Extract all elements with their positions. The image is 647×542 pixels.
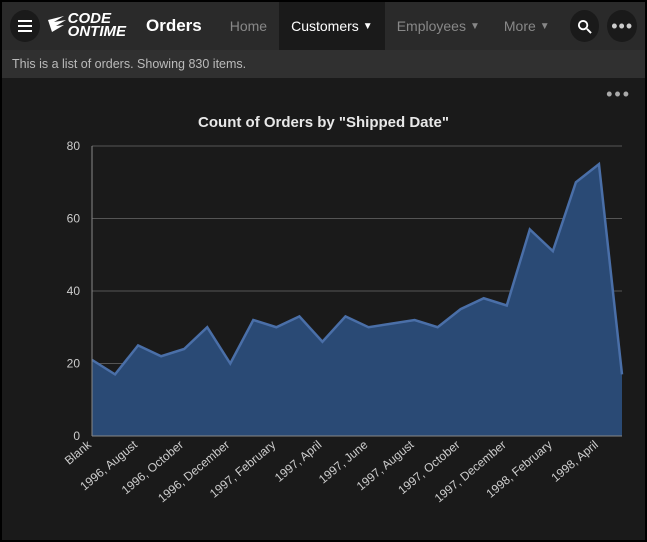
svg-text:40: 40 <box>67 284 81 298</box>
search-button[interactable] <box>570 10 600 42</box>
chevron-down-icon: ▼ <box>540 21 550 32</box>
chart-title: Count of Orders by "Shipped Date" <box>12 114 635 131</box>
nav-home-label: Home <box>230 18 267 34</box>
chart: Count of Orders by "Shipped Date" 0 20 40 6… <box>12 88 635 538</box>
nav-customers-label: Customers <box>291 18 359 34</box>
status-bar: This is a list of orders. Showing 830 it… <box>2 50 645 78</box>
logo-line2: ONTIME <box>68 26 126 39</box>
more-actions-button[interactable]: ••• <box>607 10 637 42</box>
page-title: Orders <box>134 2 218 50</box>
logo-wing-icon <box>48 16 66 36</box>
svg-text:1998, April: 1998, April <box>548 438 600 485</box>
hamburger-icon <box>17 18 33 34</box>
svg-text:20: 20 <box>67 357 81 371</box>
logo: CODE ONTIME <box>48 13 126 39</box>
nav-employees[interactable]: Employees ▼ <box>385 2 492 50</box>
svg-text:0: 0 <box>73 429 80 443</box>
status-text: This is a list of orders. Showing 830 it… <box>12 57 246 71</box>
chevron-down-icon: ▼ <box>363 21 373 32</box>
menu-button[interactable] <box>10 10 40 42</box>
content: ••• Count of Orders by "Shipped Date" 02… <box>2 78 645 538</box>
topbar: CODE ONTIME Orders Home Customers ▼ Empl… <box>2 2 645 50</box>
nav-employees-label: Employees <box>397 18 466 34</box>
svg-text:80: 80 <box>67 139 81 153</box>
nav-more-label: More <box>504 18 536 34</box>
search-icon <box>577 19 592 34</box>
nav-customers[interactable]: Customers ▼ <box>279 2 385 50</box>
nav-home[interactable]: Home <box>218 2 279 50</box>
chevron-down-icon: ▼ <box>470 21 480 32</box>
svg-text:60: 60 <box>67 212 81 226</box>
nav: Orders Home Customers ▼ Employees ▼ More… <box>134 2 562 50</box>
nav-more[interactable]: More ▼ <box>492 2 562 50</box>
area-chart-svg: 020406080Blank1996, August1996, October1… <box>12 136 638 542</box>
